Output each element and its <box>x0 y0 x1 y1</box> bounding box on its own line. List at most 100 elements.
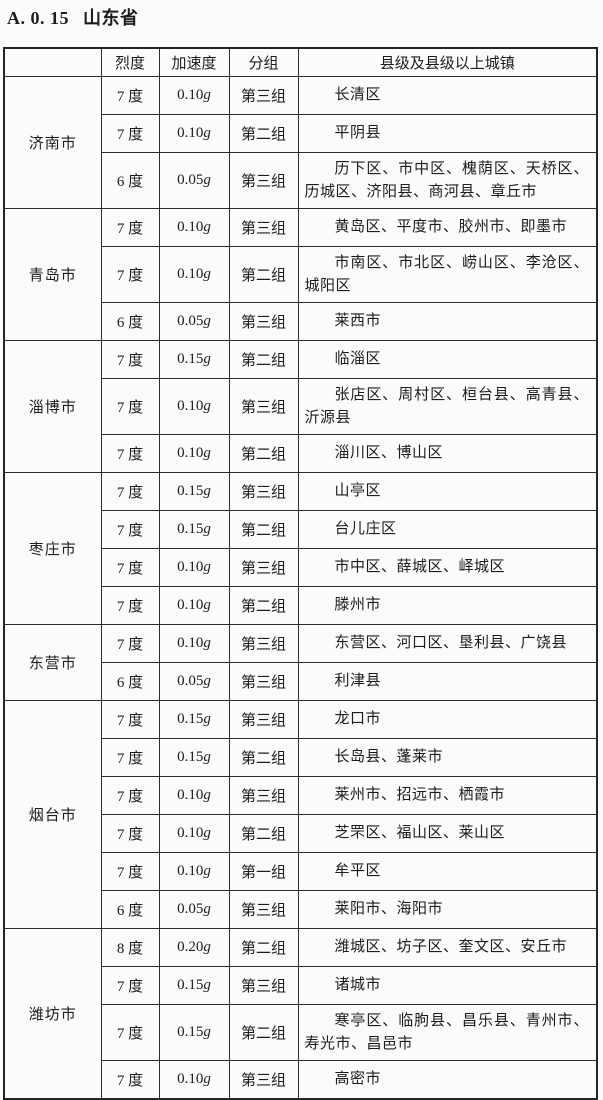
header-intensity: 烈度 <box>100 47 160 77</box>
table-row: 7 度 0.10g 第二组 滕州市 <box>4 586 598 625</box>
acceleration-cell: 0.15g <box>158 1004 230 1061</box>
acceleration-value: 0.10 <box>177 825 204 841</box>
towns-cell: 临淄区 <box>297 340 598 379</box>
intensity-cell: 7 度 <box>100 700 160 739</box>
acceleration-value: 0.15 <box>177 1024 204 1040</box>
intensity-cell: 7 度 <box>100 472 160 511</box>
seismic-zone-table: 烈度 加速度 分组 县级及县级以上城镇 济南市 7 度 0.10g 第三组 长清区 7 度… <box>3 47 598 1100</box>
towns-cell: 莱州市、招远市、栖霞市 <box>297 776 598 815</box>
towns-cell: 长清区 <box>297 76 598 115</box>
table-row: 7 度 0.10g 第二组 芝罘区、福山区、莱山区 <box>4 814 598 853</box>
acceleration-value: 0.15 <box>177 749 204 765</box>
intensity-cell: 7 度 <box>100 966 160 1005</box>
table-row: 济南市 7 度 0.10g 第三组 长清区 <box>3 76 598 209</box>
acceleration-unit: g <box>203 266 211 282</box>
acceleration-unit: g <box>203 313 211 329</box>
table-row: 7 度 0.15g 第二组 长岛县、蓬莱市 <box>4 738 598 777</box>
towns-cell: 黄岛区、平度市、胶州市、即墨市 <box>297 208 598 247</box>
acceleration-value: 0.10 <box>177 787 204 803</box>
section-title: 山东省 <box>83 8 139 28</box>
acceleration-unit: g <box>203 219 211 235</box>
city-cell: 东营市 <box>3 624 102 701</box>
table-row: 东营市 7 度 0.10g 第三组 东营区、河口区、垦利县、广饶县 <box>3 624 598 701</box>
intensity-cell: 7 度 <box>100 852 160 891</box>
group-cell: 第三组 <box>228 966 299 1005</box>
city-cell: 济南市 <box>3 76 102 209</box>
towns-cell: 山亭区 <box>297 472 598 511</box>
intensity-cell: 6 度 <box>100 302 160 341</box>
intensity-cell: 7 度 <box>100 1060 160 1100</box>
acceleration-cell: 0.10g <box>158 852 230 891</box>
group-cell: 第二组 <box>228 114 299 153</box>
table-row: 烟台市 7 度 0.15g 第三组 龙口市 <box>3 700 598 929</box>
acceleration-value: 0.10 <box>177 635 204 651</box>
acceleration-value: 0.20 <box>177 939 204 955</box>
acceleration-cell: 0.10g <box>158 434 230 473</box>
acceleration-unit: g <box>203 635 211 651</box>
table-row: 淄博市 7 度 0.15g 第二组 临淄区 <box>3 340 598 473</box>
towns-cell: 长岛县、蓬莱市 <box>297 738 598 777</box>
acceleration-cell: 0.05g <box>158 890 230 929</box>
intensity-cell: 7 度 <box>100 776 160 815</box>
acceleration-value: 0.10 <box>177 597 204 613</box>
group-cell: 第二组 <box>228 340 299 379</box>
page-title: A. 0. 15 山东省 <box>7 4 139 30</box>
acceleration-cell: 0.20g <box>158 928 230 967</box>
towns-cell: 平阴县 <box>297 114 598 153</box>
intensity-cell: 6 度 <box>100 152 160 209</box>
intensity-cell: 7 度 <box>100 624 160 663</box>
table-row: 7 度 0.15g 第二组 台儿庄区 <box>4 510 598 549</box>
towns-cell: 寒亭区、临朐县、昌乐县、青州市、寿光市、昌邑市 <box>297 1004 598 1061</box>
group-cell: 第三组 <box>228 662 299 701</box>
towns-cell: 芝罘区、福山区、莱山区 <box>297 814 598 853</box>
city-cell: 潍坊市 <box>3 928 102 1100</box>
header-row: 烈度 加速度 分组 县级及县级以上城镇 <box>3 47 598 77</box>
intensity-cell: 6 度 <box>100 662 160 701</box>
towns-cell: 诸城市 <box>297 966 598 1005</box>
acceleration-unit: g <box>203 559 211 575</box>
group-cell: 第二组 <box>228 510 299 549</box>
acceleration-value: 0.10 <box>177 266 204 282</box>
group-cell: 第三组 <box>228 152 299 209</box>
acceleration-value: 0.10 <box>177 559 204 575</box>
acceleration-unit: g <box>203 87 211 103</box>
towns-cell: 莱阳市、海阳市 <box>297 890 598 929</box>
acceleration-unit: g <box>203 977 211 993</box>
acceleration-cell: 0.05g <box>158 152 230 209</box>
group-cell: 第二组 <box>228 1004 299 1061</box>
group-cell: 第一组 <box>228 852 299 891</box>
acceleration-value: 0.15 <box>177 977 204 993</box>
group-cell: 第三组 <box>228 700 299 739</box>
acceleration-cell: 0.10g <box>158 814 230 853</box>
group-cell: 第三组 <box>228 624 299 663</box>
acceleration-unit: g <box>203 445 211 461</box>
intensity-cell: 7 度 <box>100 738 160 777</box>
acceleration-value: 0.15 <box>177 483 204 499</box>
intensity-cell: 6 度 <box>100 890 160 929</box>
city-cell: 青岛市 <box>3 208 102 341</box>
acceleration-cell: 0.10g <box>158 114 230 153</box>
intensity-cell: 7 度 <box>100 814 160 853</box>
table-row: 6 度 0.05g 第三组 历下区、市中区、槐荫区、天桥区、历城区、济阳县、商河县、章… <box>4 152 598 209</box>
acceleration-value: 0.05 <box>177 901 204 917</box>
towns-cell: 东营区、河口区、垦利县、广饶县 <box>297 624 598 663</box>
acceleration-unit: g <box>203 787 211 803</box>
acceleration-cell: 0.15g <box>158 340 230 379</box>
acceleration-unit: g <box>203 1024 211 1040</box>
towns-cell: 市南区、市北区、崂山区、李沧区、城阳区 <box>297 246 598 303</box>
group-cell: 第三组 <box>228 208 299 247</box>
acceleration-value: 0.10 <box>177 219 204 235</box>
towns-cell: 淄川区、博山区 <box>297 434 598 473</box>
acceleration-cell: 0.05g <box>158 302 230 341</box>
acceleration-value: 0.10 <box>177 125 204 141</box>
table-row: 6 度 0.05g 第三组 莱阳市、海阳市 <box>4 890 598 929</box>
acceleration-value: 0.05 <box>177 313 204 329</box>
acceleration-value: 0.05 <box>177 172 204 188</box>
intensity-cell: 7 度 <box>100 340 160 379</box>
table-row: 潍坊市 8 度 0.20g 第二组 潍城区、坊子区、奎文区、安丘市 <box>3 928 598 1100</box>
acceleration-unit: g <box>203 825 211 841</box>
group-cell: 第三组 <box>228 472 299 511</box>
header-towns: 县级及县级以上城镇 <box>297 47 598 77</box>
acceleration-cell: 0.10g <box>158 76 230 115</box>
towns-cell: 高密市 <box>297 1060 598 1100</box>
